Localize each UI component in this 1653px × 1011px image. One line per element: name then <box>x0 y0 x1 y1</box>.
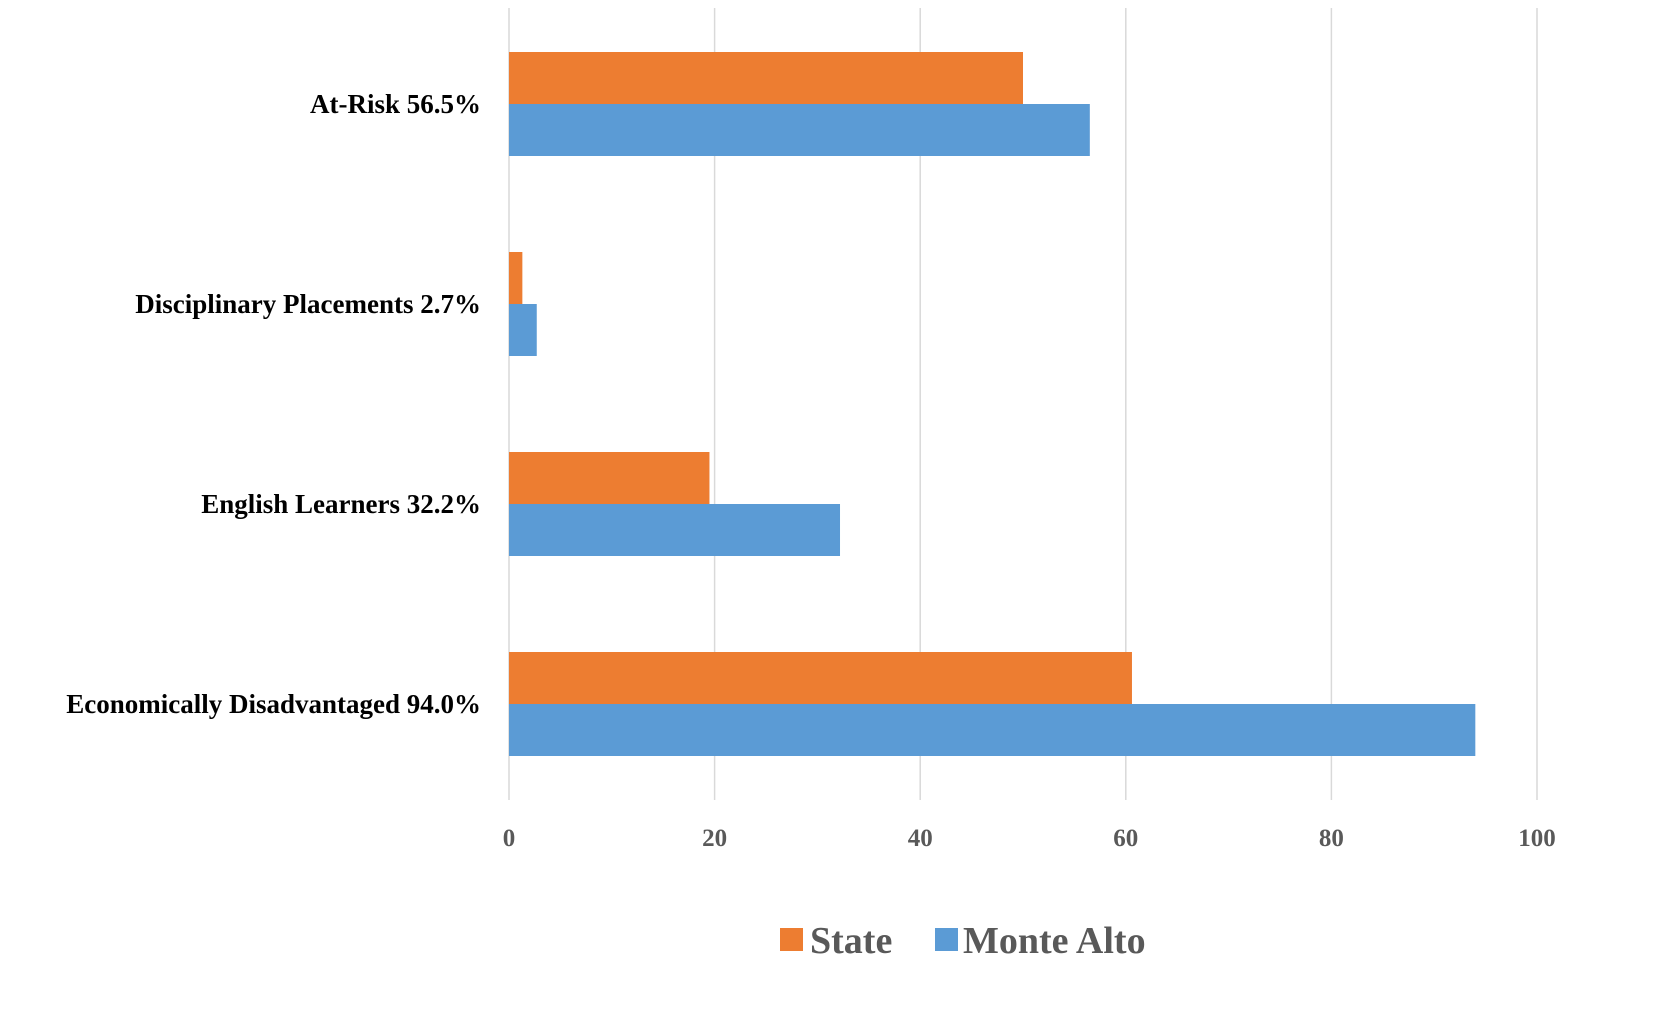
legend-label-monte-alto: Monte Alto <box>963 920 1146 962</box>
category-label: At-Risk 56.5% <box>310 89 481 119</box>
category-labels: At-Risk 56.5% Disciplinary Placements 2.7… <box>66 89 481 719</box>
x-tick-label: 60 <box>1113 825 1138 852</box>
bar-monte-alto-2 <box>509 504 841 556</box>
bar-state-3 <box>509 652 1132 704</box>
legend: State Monte Alto <box>780 920 1146 962</box>
bar-monte-alto-3 <box>509 704 1476 756</box>
x-tick-label: 20 <box>702 825 727 852</box>
legend-swatch-state <box>780 928 803 951</box>
x-tick-label: 0 <box>503 825 516 852</box>
x-axis-tick-labels: 0 20 40 60 80 100 <box>503 825 1556 852</box>
bar-state-1 <box>509 252 523 304</box>
x-tick-label: 40 <box>908 825 933 852</box>
category-label: Disciplinary Placements 2.7% <box>135 289 481 319</box>
bar-monte-alto-1 <box>509 304 537 356</box>
x-tick-label: 80 <box>1319 825 1344 852</box>
legend-label-state: State <box>810 920 892 962</box>
bar-state-0 <box>509 52 1023 104</box>
category-label: English Learners 32.2% <box>201 489 481 519</box>
x-tick-label: 100 <box>1518 825 1556 852</box>
legend-swatch-monte-alto <box>935 928 958 951</box>
bar-state-2 <box>509 452 710 504</box>
category-label: Economically Disadvantaged 94.0% <box>66 689 481 719</box>
bars <box>509 52 1476 756</box>
bar-monte-alto-0 <box>509 104 1090 156</box>
